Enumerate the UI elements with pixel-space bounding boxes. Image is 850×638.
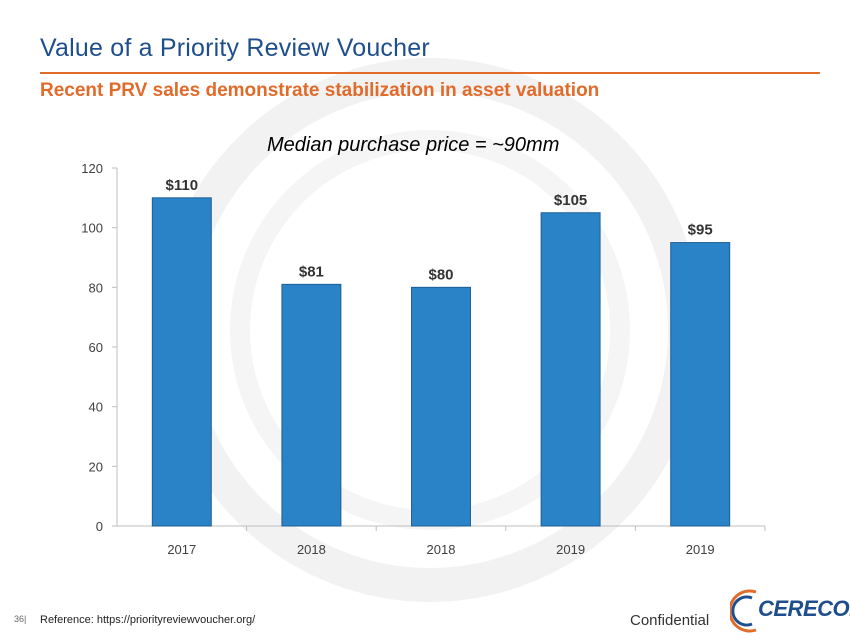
y-tick-label: 120	[81, 161, 103, 176]
title-divider	[40, 72, 820, 74]
slide-subtitle: Recent PRV sales demonstrate stabilizati…	[40, 80, 600, 101]
bar-data-label: $110	[166, 177, 199, 194]
bar	[411, 286, 471, 527]
bar-data-label: $81	[299, 263, 324, 280]
cerecor-logo-mark	[730, 589, 757, 633]
x-tick-label: 2019	[556, 542, 585, 557]
slide-title: Value of a Priority Review Voucher	[40, 34, 430, 62]
page-number: 36|	[14, 614, 27, 624]
x-tick-label: 2017	[167, 542, 196, 557]
chart-labels: $110 2017 $81 2018 $80 2018 $105 2019 $95 2019	[166, 177, 715, 557]
median-annotation: Median purchase price = ~90mm	[267, 134, 560, 156]
bar	[151, 197, 212, 527]
bar-data-label: $80	[428, 266, 453, 283]
company-logo: CERECOR	[758, 596, 850, 621]
y-tick-label: 20	[89, 459, 103, 474]
bar	[670, 242, 731, 527]
y-tick-label: 60	[89, 340, 103, 355]
x-tick-label: 2018	[427, 542, 456, 557]
y-tick-label: 100	[81, 221, 103, 236]
y-tick-label: 80	[89, 280, 103, 295]
bar-data-label: $95	[688, 222, 713, 239]
bar	[281, 283, 342, 527]
bar	[540, 212, 601, 527]
y-tick-label: 40	[89, 400, 103, 415]
chart-axes: 0 20 40 60 80 100 120	[81, 161, 766, 534]
bar-data-label: $105	[554, 192, 587, 209]
x-tick-label: 2018	[297, 542, 326, 557]
reference-note: Reference: https://priorityreviewvoucher…	[40, 614, 256, 626]
chart-bars	[151, 197, 731, 527]
x-tick-label: 2019	[686, 542, 715, 557]
y-tick-label: 0	[96, 519, 103, 534]
confidential-label: Confidential	[630, 612, 710, 629]
